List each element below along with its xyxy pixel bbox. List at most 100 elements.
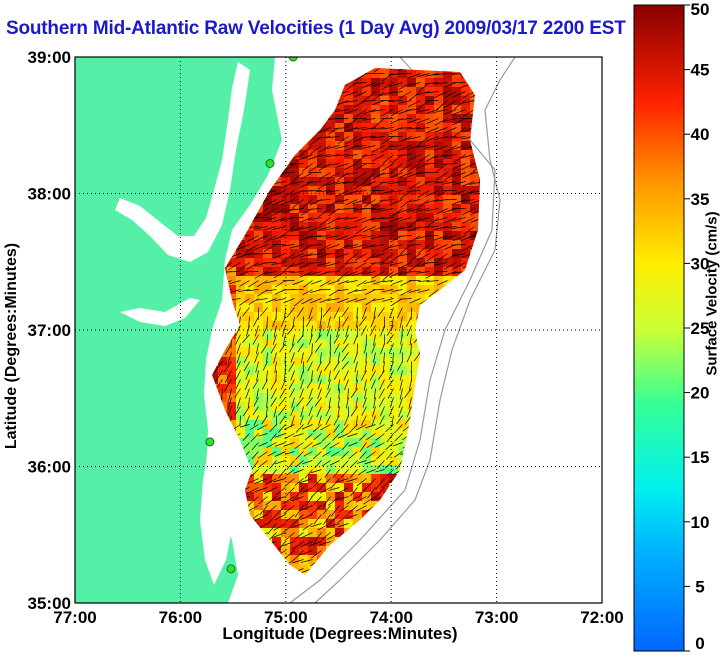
velocity-arrow <box>364 388 367 399</box>
velocity-arrow <box>397 127 412 129</box>
velocity-cell <box>434 150 444 160</box>
velocity-arrow <box>451 199 466 206</box>
velocity-cell <box>362 456 372 466</box>
velocity-cell <box>380 87 390 97</box>
velocity-cell <box>452 114 462 124</box>
velocity-arrow <box>398 172 412 179</box>
velocity-cell <box>434 141 444 151</box>
velocity-cell <box>335 177 345 187</box>
velocity-cell <box>299 483 309 493</box>
velocity-cell <box>425 213 435 223</box>
velocity-arrow <box>399 190 412 200</box>
velocity-arrow <box>372 298 385 301</box>
velocity-arrow <box>362 145 376 149</box>
velocity-cell <box>281 546 291 556</box>
velocity-arrow <box>256 370 259 381</box>
velocity-arrow <box>336 478 349 483</box>
velocity-arrow <box>354 262 367 270</box>
velocity-cell <box>362 474 372 484</box>
velocity-arrow <box>409 334 412 346</box>
velocity-arrow <box>355 379 358 390</box>
velocity-arrow <box>337 523 349 528</box>
velocity-cell <box>254 420 264 430</box>
velocity-arrow <box>301 298 313 305</box>
velocity-arrow <box>317 199 331 201</box>
velocity-cell <box>416 150 426 160</box>
velocity-arrow <box>415 145 430 148</box>
colorbar-tick-label: 10 <box>691 513 710 532</box>
velocity-cell <box>398 285 408 295</box>
velocity-cell <box>416 87 426 97</box>
velocity-arrow <box>436 253 448 262</box>
velocity-cell <box>389 222 399 232</box>
velocity-arrow <box>334 145 349 150</box>
velocity-arrow <box>364 460 376 465</box>
velocity-cell <box>452 123 462 133</box>
velocity-arrow <box>318 244 331 252</box>
velocity-arrow <box>452 235 466 242</box>
velocity-cell <box>407 285 417 295</box>
velocity-arrow <box>382 253 394 263</box>
velocity-arrow <box>327 298 340 301</box>
velocity-arrow <box>328 370 331 382</box>
velocity-cell <box>416 132 426 142</box>
velocity-arrow <box>364 361 367 373</box>
velocity-arrow <box>397 253 412 257</box>
velocity-cell <box>308 141 318 151</box>
velocity-arrow <box>462 217 475 224</box>
velocity-cell <box>407 231 417 241</box>
velocity-arrow <box>267 451 277 457</box>
velocity-arrow <box>313 514 322 525</box>
velocity-arrow <box>363 190 376 200</box>
velocity-cell <box>461 213 471 223</box>
velocity-cell <box>308 465 318 475</box>
velocity-cell <box>353 123 363 133</box>
velocity-arrow <box>296 397 304 407</box>
velocity-cell <box>326 303 336 313</box>
velocity-arrow <box>354 91 367 98</box>
velocity-cell <box>407 384 417 394</box>
velocity-arrow <box>397 145 412 151</box>
velocity-arrow <box>249 424 259 430</box>
velocity-arrow <box>361 100 376 102</box>
velocity-cell <box>290 510 300 520</box>
velocity-arrow <box>353 352 358 363</box>
velocity-cell <box>371 96 381 106</box>
velocity-arrow <box>463 109 475 117</box>
velocity-arrow <box>317 226 331 231</box>
velocity-arrow <box>292 199 304 209</box>
velocity-cell <box>335 132 345 142</box>
velocity-arrow <box>269 460 277 469</box>
velocity-cell <box>326 150 336 160</box>
velocity-arrow <box>295 460 304 468</box>
velocity-cell <box>263 231 273 241</box>
velocity-arrow <box>406 109 421 111</box>
velocity-cell <box>470 231 480 241</box>
velocity-arrow <box>409 217 421 227</box>
velocity-cell <box>398 87 408 97</box>
velocity-arrow <box>266 442 277 448</box>
velocity-arrow <box>306 352 313 363</box>
velocity-arrow <box>385 451 394 460</box>
velocity-cell <box>353 240 363 250</box>
velocity-arrow <box>272 235 286 241</box>
velocity-cell <box>299 492 309 502</box>
velocity-cell <box>434 213 444 223</box>
velocity-arrow <box>363 496 376 505</box>
velocity-cell <box>380 447 390 457</box>
velocity-arrow <box>461 244 475 252</box>
velocity-arrow <box>416 208 430 212</box>
velocity-cell <box>272 195 282 205</box>
velocity-arrow <box>340 424 349 434</box>
velocity-arrow <box>337 262 349 272</box>
velocity-arrow <box>406 244 421 246</box>
velocity-arrow <box>337 298 349 304</box>
velocity-cell <box>281 240 291 250</box>
velocity-arrow <box>250 469 259 478</box>
velocity-arrow <box>326 244 340 249</box>
velocity-cell <box>272 528 282 538</box>
velocity-arrow <box>370 109 385 112</box>
velocity-cell <box>371 465 381 475</box>
velocity-arrow <box>322 442 331 450</box>
velocity-cell <box>272 438 282 448</box>
